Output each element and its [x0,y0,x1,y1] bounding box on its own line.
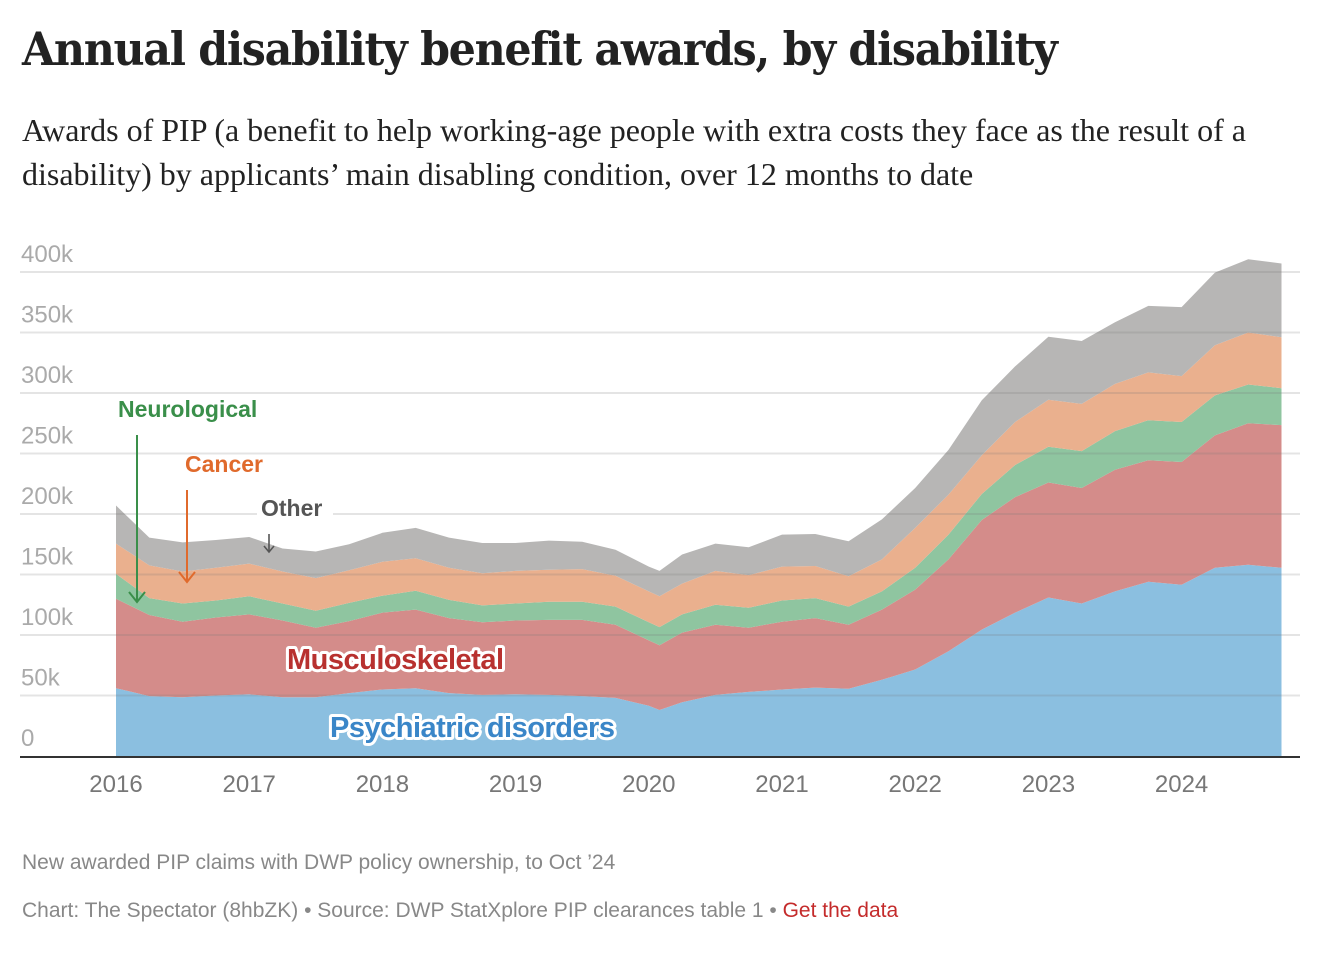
y-tick-label: 350k [21,302,74,329]
annotation-musculoskeletal: Musculoskeletal [287,644,504,676]
y-tick-label: 400k [21,241,74,268]
source-text: Chart: The Spectator (8hbZK) • Source: D… [22,899,783,922]
footer-note: New awarded PIP claims with DWP policy o… [22,851,616,874]
get-the-data-link[interactable]: Get the data [782,899,899,922]
y-tick-label: 300k [21,362,74,389]
chart-subtitle: Awards of PIP (a benefit to help working… [22,112,1246,192]
y-tick-label: 50k [21,665,61,692]
x-tick-label: 2024 [1155,771,1208,798]
annotation-other: Other [261,495,322,521]
x-axis-tick-labels: 2016 2017 2018 2019 2020 2021 2022 2023 2024 [89,771,1208,798]
x-tick-label: 2018 [356,771,409,798]
footer-source: Chart: The Spectator (8hbZK) • Source: D… [22,899,898,923]
y-tick-label: 250k [21,423,74,450]
x-tick-label: 2023 [1022,771,1075,798]
annotations: Neurological Cancer Other Musculoskeleta… [118,396,618,747]
x-tick-label: 2017 [223,771,276,798]
y-tick-label: 150k [21,544,74,571]
area-psychiatric-disorders [116,564,1282,756]
area-other [116,259,1282,597]
annotation-neurological: Neurological [118,396,257,422]
arrowhead-other [263,545,275,554]
y-tick-label: 200k [21,483,74,510]
area-cancer [116,332,1282,628]
annotation-cancer: Cancer [185,451,263,477]
area-musculoskeletal [116,423,1282,710]
arrowhead-cancer [178,571,196,584]
annotation-psychiatric-disorders: Psychiatric disorders [330,712,614,744]
gridlines [20,271,1300,697]
chart-title: Annual disability benefit awards, by dis… [22,22,1058,76]
y-axis-tick-labels: 0 50k 100k 150k 200k 250k 300k 350k 400k [21,241,74,752]
y-tick-label: 100k [21,604,74,631]
y-tick-label: 0 [21,725,34,752]
x-tick-label: 2020 [622,771,675,798]
x-tick-label: 2016 [89,771,142,798]
arrowhead-neurological [128,591,146,604]
annotation-other-background [257,494,333,520]
x-tick-label: 2019 [489,771,542,798]
x-tick-label: 2021 [755,771,808,798]
x-tick-label: 2022 [889,771,942,798]
area-layers [116,259,1282,756]
